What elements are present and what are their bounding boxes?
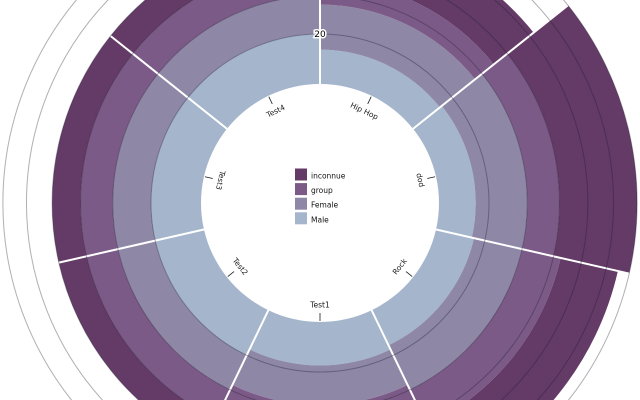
radial-gridline-40	[112, 0, 528, 400]
arc-segment-test4-female	[157, 0, 320, 98]
arc-segment-hip-hop-inconnue	[410, 0, 534, 65]
legend-swatch-inconnue	[295, 168, 307, 181]
arc-segment-rock-female	[388, 238, 523, 390]
category-tick	[268, 96, 273, 105]
arc-segment-pop-female	[441, 73, 528, 250]
arc-segment-test4-inconnue	[110, 0, 194, 54]
arc-segment-test3-group	[80, 53, 158, 257]
category-label-rock: Rock	[391, 256, 410, 276]
arc-segment-test3-male	[151, 97, 227, 241]
category-label-hip-hop: Hip Hop	[349, 101, 380, 122]
category-label-test2: Test2	[230, 255, 250, 277]
category-label-test4: Test4	[264, 103, 287, 120]
arc-segment-test4-male	[187, 34, 320, 129]
arc-segment-hip-hop-group	[320, 0, 494, 80]
legend-swatch-male	[295, 212, 307, 225]
category-label-test3: Test3	[214, 169, 227, 191]
sector-divider	[109, 35, 229, 131]
category-label-pop: pop	[413, 172, 425, 188]
radial-gridline-100	[26, 0, 614, 400]
category-tick	[367, 96, 372, 105]
legend-label-group: group	[311, 186, 333, 195]
sector-divider	[434, 228, 630, 275]
arc-segment-test3-female	[112, 73, 188, 250]
sector-divider	[370, 308, 416, 400]
legend-swatch-group	[295, 183, 307, 196]
arc-segment-rock-group	[409, 249, 561, 400]
sector-divider	[411, 4, 569, 131]
category-tick	[427, 176, 436, 179]
arc-segment-test1-male	[249, 310, 391, 366]
arc-segment-rock-male	[371, 229, 475, 346]
radial-tick-label: 20	[314, 30, 326, 40]
arc-segment-hip-hop-female	[320, 4, 476, 108]
arc-segment-pop-group	[482, 53, 560, 257]
radial-gridline-60	[80, 0, 560, 400]
arc-segment-test1-group	[225, 384, 415, 400]
arc-segment-pop-inconnue	[507, 5, 638, 274]
arc-segment-pop-male	[413, 105, 476, 238]
category-tick	[405, 271, 413, 277]
radial-gridline-20	[150, 33, 490, 373]
arc-segment-test4-group	[132, 0, 279, 74]
legend-label-female: Female	[311, 201, 339, 210]
arc-segment-test2-inconnue	[58, 256, 184, 400]
category-tick	[204, 176, 213, 179]
legend-label-male: Male	[311, 215, 329, 224]
sector-divider	[224, 308, 270, 400]
arc-segment-rock-inconnue	[468, 257, 618, 400]
category-tick	[227, 271, 235, 277]
radial-gridline-80	[51, 0, 589, 400]
legend-swatch-female	[295, 197, 307, 210]
arc-segment-test3-inconnue	[52, 35, 133, 263]
arc-segment-hip-hop-male	[320, 49, 440, 129]
category-label-test1: Test1	[309, 301, 330, 310]
sector-divider	[58, 228, 206, 264]
arc-segment-test2-female	[117, 240, 247, 390]
legend-label-inconnue: inconnue	[311, 172, 346, 181]
arc-segment-test2-group	[86, 249, 231, 400]
arc-segment-test1-female	[232, 349, 408, 400]
arc-segment-test2-male	[155, 229, 269, 356]
